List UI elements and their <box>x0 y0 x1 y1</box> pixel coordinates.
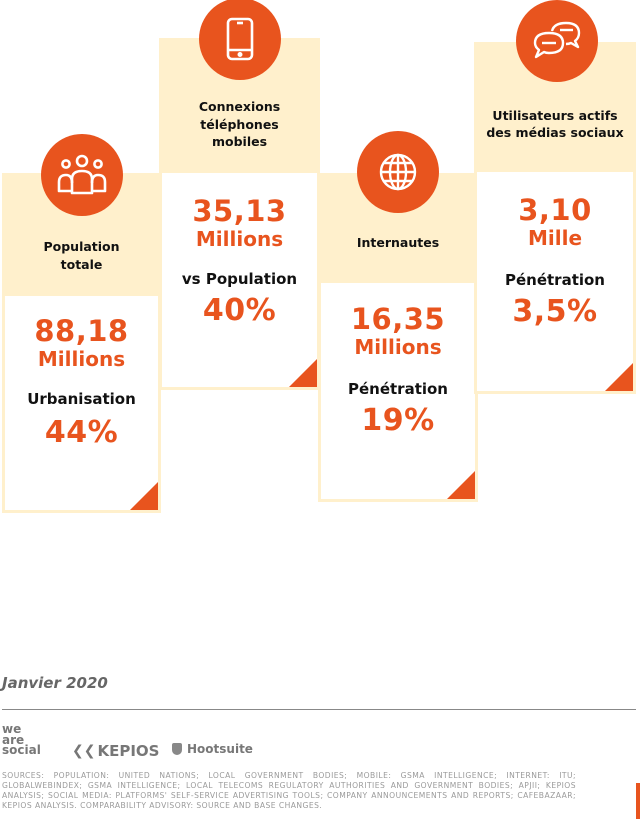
card-value: 16,35 <box>350 302 446 336</box>
card-title: Internautes <box>356 235 440 251</box>
card-metric-value: 3,5% <box>512 294 598 329</box>
card-title: Utilisateurs actifs des médias sociaux <box>486 107 624 141</box>
logo-line: are <box>2 732 25 747</box>
chat-bubbles-icon <box>516 0 598 82</box>
kepios-text: KEPIOS <box>97 742 160 760</box>
card-unit: Millions <box>37 347 126 371</box>
card-value: 35,13 <box>192 194 287 228</box>
smartphone-icon <box>199 0 281 80</box>
card-title: Connexions téléphones mobiles <box>198 99 281 150</box>
card-metric-label: Pénétration <box>504 271 605 289</box>
card-unit: Millions <box>195 227 284 251</box>
corner-triangle <box>447 471 475 499</box>
card-metric-value: 19% <box>361 403 435 438</box>
card-body: 3,10 Mille Pénétration 3,5% <box>474 172 636 394</box>
card-unit: Mille <box>527 226 583 250</box>
kepios-logo: ❮❮ KEPIOS <box>72 742 159 760</box>
card-metric-label: Pénétration <box>347 380 448 398</box>
footer-divider <box>2 709 636 710</box>
card-title: Population totale <box>43 239 120 272</box>
corner-triangle <box>289 359 317 387</box>
card-header: Connexions téléphones mobiles <box>159 38 320 173</box>
corner-triangle <box>605 363 633 391</box>
card-value: 88,18 <box>34 314 129 348</box>
card-metric-label: Urbanisation <box>27 390 136 408</box>
card-body: 88,18 Millions Urbanisation 44% <box>2 296 161 513</box>
logo-line: social <box>2 743 41 757</box>
globe-icon <box>357 131 439 213</box>
report-date: Janvier 2020 <box>2 674 108 692</box>
accent-bar <box>636 783 640 819</box>
card-metric-label: vs Population <box>181 270 298 288</box>
corner-triangle <box>130 482 158 510</box>
wearesocial-logo: we are social <box>2 722 41 757</box>
kepios-mark-icon: ❮❮ <box>72 743 96 759</box>
people-icon <box>41 134 123 216</box>
card-body: 16,35 Millions Pénétration 19% <box>318 283 478 502</box>
hootsuite-logo: Hootsuite <box>172 742 253 756</box>
sources-text: SOURCES: POPULATION: UNITED NATIONS; LOC… <box>2 771 576 810</box>
card-metric-value: 40% <box>202 293 277 328</box>
card-metric-value: 44% <box>44 415 119 450</box>
owl-icon <box>172 743 182 755</box>
card-value: 3,10 <box>518 193 592 227</box>
hootsuite-text: Hootsuite <box>187 742 253 756</box>
logo-line: we <box>2 722 22 736</box>
card-body: 35,13 Millions vs Population 40% <box>159 173 320 390</box>
card-unit: Millions <box>354 335 442 359</box>
